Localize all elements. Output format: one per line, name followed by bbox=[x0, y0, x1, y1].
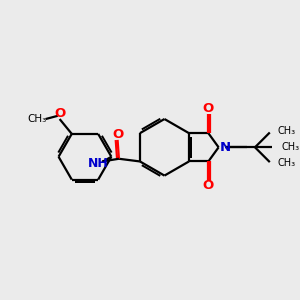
Text: CH₃: CH₃ bbox=[27, 114, 46, 124]
Text: CH₃: CH₃ bbox=[281, 142, 299, 152]
Text: N: N bbox=[220, 141, 231, 154]
Text: NH: NH bbox=[88, 157, 109, 170]
Text: O: O bbox=[54, 107, 65, 120]
Text: O: O bbox=[203, 179, 214, 192]
Text: CH₃: CH₃ bbox=[277, 158, 295, 169]
Text: O: O bbox=[203, 102, 214, 116]
Text: O: O bbox=[112, 128, 124, 141]
Text: CH₃: CH₃ bbox=[277, 126, 295, 136]
